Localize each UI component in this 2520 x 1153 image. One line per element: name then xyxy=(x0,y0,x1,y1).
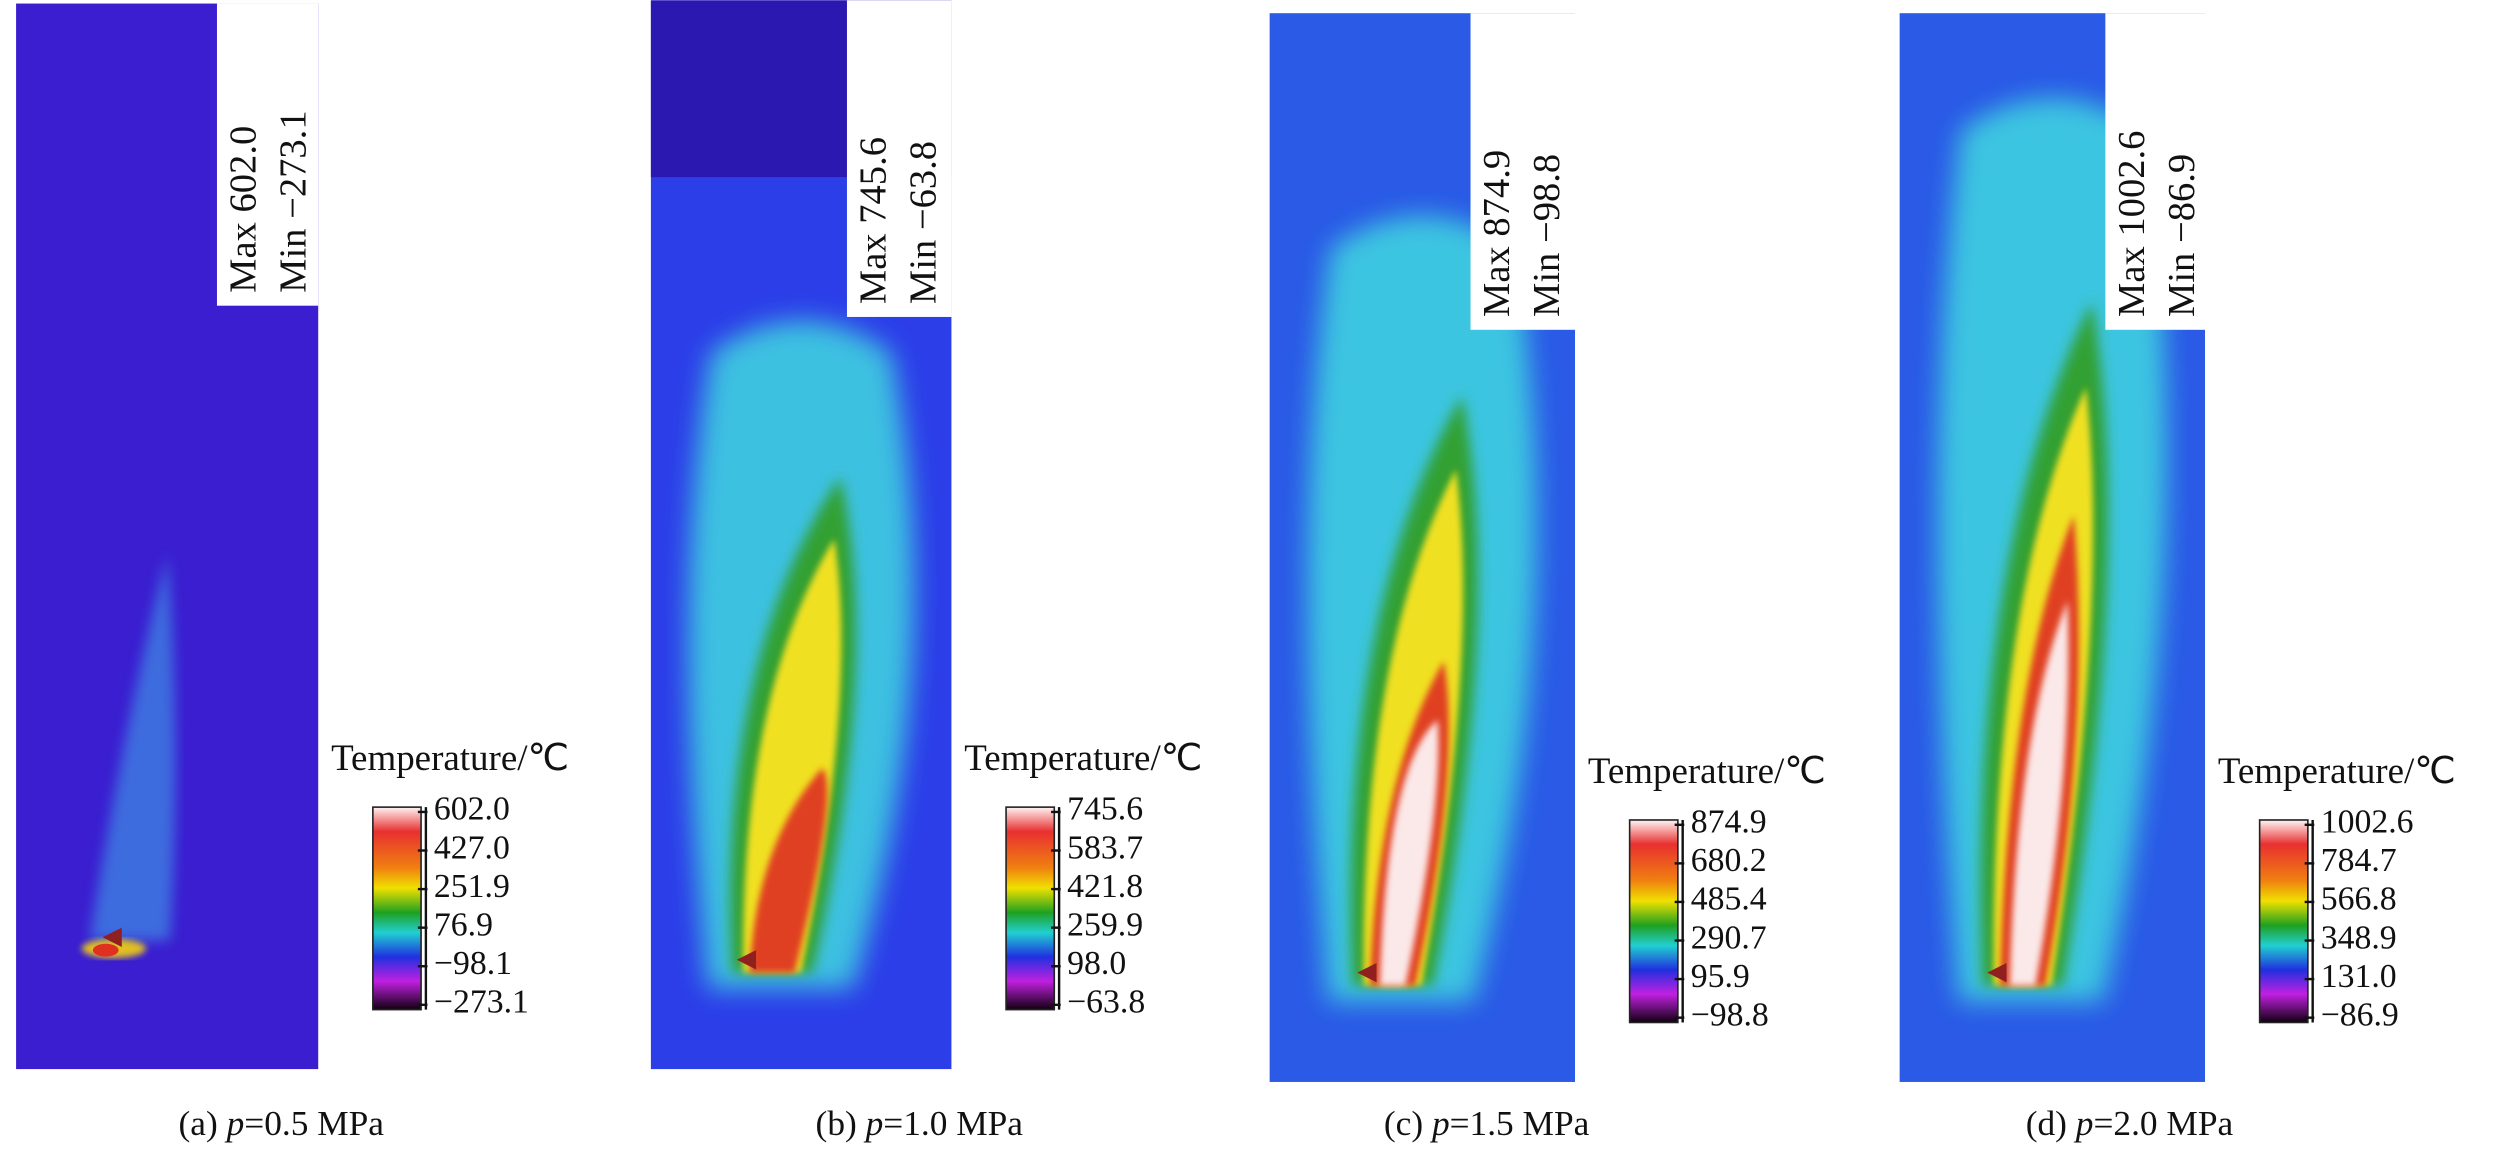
min-label: Min −273.1 xyxy=(272,110,314,292)
panel: Max 874.9 Min −98.8 Temperature/℃ 874.9680.… xyxy=(1269,13,1826,1143)
caption: (d) p=2.0 MPa xyxy=(2026,1103,2234,1143)
plume-core xyxy=(1379,720,1439,986)
caption-suffix: =1.5 MPa xyxy=(1450,1103,1590,1143)
nozzle-marker xyxy=(736,950,757,970)
legend-title: Temperature/℃ xyxy=(331,737,569,778)
panel: Max 745.6 Min −63.8 Temperature/℃ 745.6583.… xyxy=(650,0,1202,1143)
colorbar-label: 1002.6 xyxy=(2321,804,2414,841)
label-box xyxy=(2105,13,2205,330)
colorbar-label: 259.9 xyxy=(1067,906,1143,943)
colorbar-label: 421.8 xyxy=(1067,868,1143,905)
colorbar-label: 348.9 xyxy=(2321,919,2397,956)
plume-faint xyxy=(89,554,176,941)
colorbar xyxy=(2258,819,2309,1024)
min-label: Min −98.8 xyxy=(1526,154,1568,317)
max-label: Max 874.9 xyxy=(1476,150,1518,317)
colorbar-label: 566.8 xyxy=(2321,881,2397,918)
panel: Max 1002.6 Min −86.9 Temperature/℃ 1002.678… xyxy=(1899,13,2456,1143)
caption-prefix: (c) xyxy=(1384,1103,1432,1143)
colorbar-label: 680.2 xyxy=(1691,842,1767,879)
label-box xyxy=(1470,13,1575,330)
panel: Max 602.0 Min −273.1 Temperature/℃ 602.0427… xyxy=(16,3,569,1143)
legend-title: Temperature/℃ xyxy=(1588,750,1826,791)
colorbar-label: 95.9 xyxy=(1691,958,1750,995)
colorbar-label: −273.1 xyxy=(434,984,529,1021)
colorbar-label: 290.7 xyxy=(1691,919,1767,956)
colorbar-label: −86.9 xyxy=(2321,996,2399,1033)
caption-var: p xyxy=(2073,1103,2094,1143)
colorbar-label: 784.7 xyxy=(2321,842,2397,879)
nozzle-marker xyxy=(1357,963,1377,983)
thermal-image xyxy=(1269,13,1575,1082)
min-label: Min −63.8 xyxy=(902,141,944,304)
colorbar-label: 583.7 xyxy=(1067,829,1143,866)
colorbar-label: 874.9 xyxy=(1691,804,1767,841)
caption-var: p xyxy=(863,1103,884,1143)
legend-title: Temperature/℃ xyxy=(964,737,1202,778)
colorbar-label: −63.8 xyxy=(1067,984,1145,1021)
nozzle-marker xyxy=(102,927,122,947)
colorbar xyxy=(372,806,422,1011)
colorbar-label: 602.0 xyxy=(434,791,510,828)
caption-var: p xyxy=(224,1103,245,1143)
caption: (c) p=1.5 MPa xyxy=(1384,1103,1590,1143)
colorbar-label: 485.4 xyxy=(1691,881,1767,918)
colorbar-label: −98.8 xyxy=(1691,996,1769,1033)
colorbar-label: 427.0 xyxy=(434,829,510,866)
colorbar-label: 745.6 xyxy=(1067,791,1143,828)
colorbar-label: 131.0 xyxy=(2321,958,2397,995)
max-label: Max 745.6 xyxy=(853,137,895,304)
caption-prefix: (b) xyxy=(816,1103,866,1143)
nozzle-marker xyxy=(1987,963,2007,983)
caption-prefix: (a) xyxy=(179,1103,227,1143)
caption-prefix: (d) xyxy=(2026,1103,2076,1143)
min-label: Min −86.9 xyxy=(2161,154,2203,317)
colorbar-label: 76.9 xyxy=(434,906,493,943)
caption: (a) p=0.5 MPa xyxy=(179,1103,385,1143)
max-label: Max 1002.6 xyxy=(2111,131,2153,317)
max-label: Max 602.0 xyxy=(223,126,265,293)
plume-core xyxy=(2009,600,2069,986)
colorbar xyxy=(1005,806,1056,1011)
caption: (b) p=1.0 MPa xyxy=(816,1103,1024,1143)
plume-red xyxy=(749,768,828,973)
caption-suffix: =0.5 MPa xyxy=(244,1103,384,1143)
caption-var: p xyxy=(1429,1103,1450,1143)
label-box xyxy=(216,3,319,306)
hot-spot-core xyxy=(92,943,119,957)
caption-suffix: =2.0 MPa xyxy=(2093,1103,2233,1143)
colorbar-label: −98.1 xyxy=(434,945,512,982)
label-box xyxy=(846,0,952,317)
caption-suffix: =1.0 MPa xyxy=(883,1103,1023,1143)
colorbar-label: 98.0 xyxy=(1067,945,1126,982)
colorbar xyxy=(1628,819,1679,1024)
legend-title: Temperature/℃ xyxy=(2218,750,2456,791)
colorbar-label: 251.9 xyxy=(434,868,510,905)
